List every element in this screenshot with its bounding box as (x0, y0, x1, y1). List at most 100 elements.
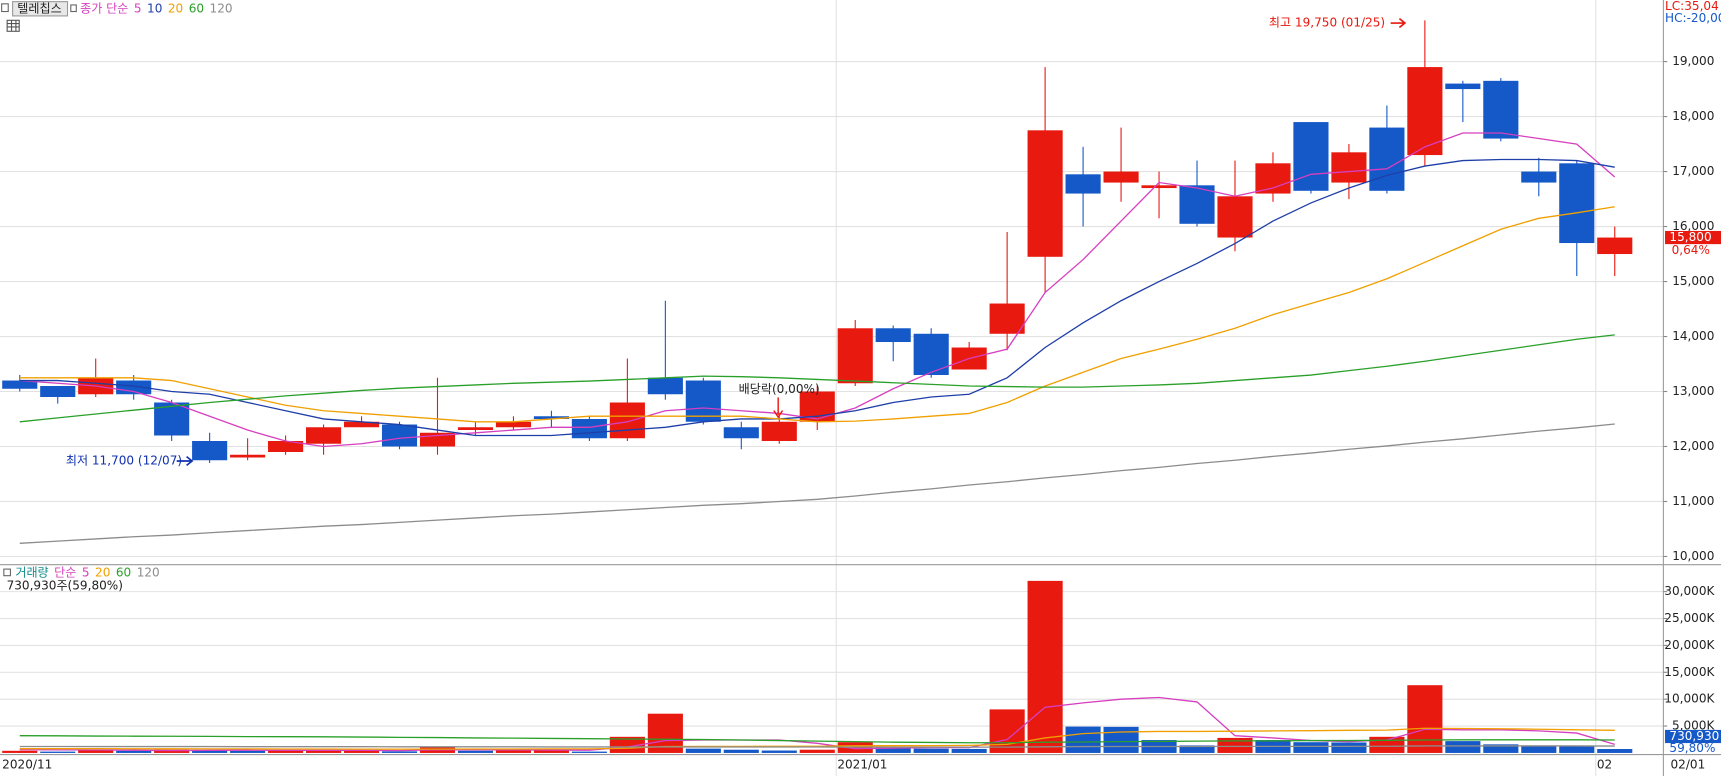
volume-bar (1559, 746, 1595, 753)
volume-bar (343, 750, 380, 753)
legend-entry: 20 (168, 1, 183, 15)
volume-bar (1521, 745, 1557, 753)
candle-body (1331, 152, 1367, 183)
volume-bar (533, 750, 569, 753)
ma-line (19, 334, 1615, 423)
legend-entry: 20 (95, 565, 110, 579)
high-annotation: 최고 19,750 (01/25) (1269, 16, 1385, 30)
volume-bar (1293, 742, 1329, 753)
candle-body (685, 380, 721, 422)
last-date: 02/01 (1671, 758, 1706, 772)
volume-bar (1217, 737, 1253, 753)
candle-body (230, 454, 266, 458)
candle-body (761, 421, 797, 441)
last-price-tag (1665, 230, 1721, 245)
candle-body (1141, 185, 1177, 189)
volume-bar (1445, 741, 1481, 753)
y-tick-label: 15,000 (1672, 274, 1714, 288)
candle-body (609, 402, 645, 439)
candle-body (837, 328, 873, 384)
y-tick-label: 11,000 (1672, 494, 1714, 508)
y-tick-label: 10,000K (1664, 692, 1715, 706)
legend-entry: 120 (210, 1, 233, 15)
candle-body (1483, 80, 1519, 139)
volume-ratio-label: 59,80% (1669, 741, 1715, 755)
y-tick-label: 14,000 (1672, 329, 1714, 343)
candle-body (268, 440, 304, 452)
candle-body (1103, 171, 1139, 183)
volume-bar (1597, 749, 1633, 753)
ma-line (19, 735, 1615, 744)
x-tick-label: 02 (1597, 758, 1612, 772)
volume-bar (1331, 742, 1367, 753)
y-tick-label: 13,000 (1672, 384, 1714, 398)
volume-bar (78, 749, 114, 753)
ma-line (19, 158, 1615, 437)
candle-body (381, 424, 418, 447)
volume-bar (1483, 744, 1519, 753)
menu-icon[interactable] (1, 3, 9, 13)
y-tick-label: 20,000K (1664, 638, 1715, 652)
volume-bar (571, 751, 607, 753)
change-label: 0,64% (1672, 243, 1710, 257)
table-icon-frame (6, 19, 20, 32)
legend-entry: 5 (134, 1, 142, 15)
volume-bar (381, 751, 418, 753)
y-tick-label: 18,000 (1672, 109, 1714, 123)
legend-label: 단순 (54, 565, 76, 579)
candle-body (192, 440, 228, 461)
dividend-arrow (773, 397, 784, 419)
legend: 종가 단순 5 10 20 60 120 (80, 1, 232, 15)
volume-bar (1369, 736, 1405, 753)
stock-name-button[interactable] (12, 1, 69, 17)
legend-entry: 120 (137, 565, 160, 579)
x-tick-label: 2020/11 (2, 758, 52, 772)
volume-bar (116, 750, 152, 753)
volume-bar (2, 750, 38, 753)
candle-body (1027, 130, 1063, 257)
legend-entry: 거래량 (15, 565, 48, 579)
volume-bar (192, 749, 228, 753)
y-tick-label: 12,000 (1672, 439, 1714, 453)
candle-body (723, 427, 759, 439)
last-volume-tag (1665, 729, 1721, 744)
candle-body (1293, 122, 1329, 191)
candle-body (1369, 127, 1405, 191)
candle-body (1407, 67, 1443, 156)
marks (2, 20, 1633, 753)
ma-line (19, 696, 1615, 752)
ma-line (19, 132, 1616, 448)
legend-entry: 60 (189, 1, 204, 15)
y-tick-label: 10,000 (1672, 549, 1714, 563)
candle-body (2, 380, 38, 389)
y-tick-label: 5,000K (1672, 719, 1716, 733)
candle-body (40, 386, 76, 398)
indicator-icon[interactable] (70, 4, 77, 13)
low-annotation: 최저 11,700 (12/07) (66, 453, 182, 467)
legend: 거래량 단순 5 20 60 120 (15, 565, 159, 579)
volume-bar (723, 749, 759, 753)
volume-bar (1027, 580, 1063, 753)
volume-bar (1065, 726, 1101, 753)
volume-bar (875, 747, 911, 753)
table-icon[interactable] (6, 19, 20, 32)
volume-bar (1103, 726, 1139, 753)
candle-body (533, 416, 569, 420)
dividend-annotation: 배당락(0,00%) (739, 382, 820, 396)
y-tick-label: 19,000 (1672, 54, 1714, 68)
volume-bar (1407, 685, 1443, 753)
volume-bar (1179, 745, 1215, 753)
candle-body (875, 328, 911, 343)
candle-body (571, 419, 607, 439)
high-arrow (1390, 18, 1407, 29)
ma-line (19, 423, 1615, 544)
candle-body (1597, 237, 1633, 255)
volume-bar (913, 748, 949, 753)
volume-bar (306, 750, 342, 753)
volume-bar (268, 750, 304, 753)
y-tick-label: 25,000K (1664, 611, 1715, 625)
volume-menu-icon[interactable] (3, 568, 11, 577)
candle-body (647, 377, 683, 395)
